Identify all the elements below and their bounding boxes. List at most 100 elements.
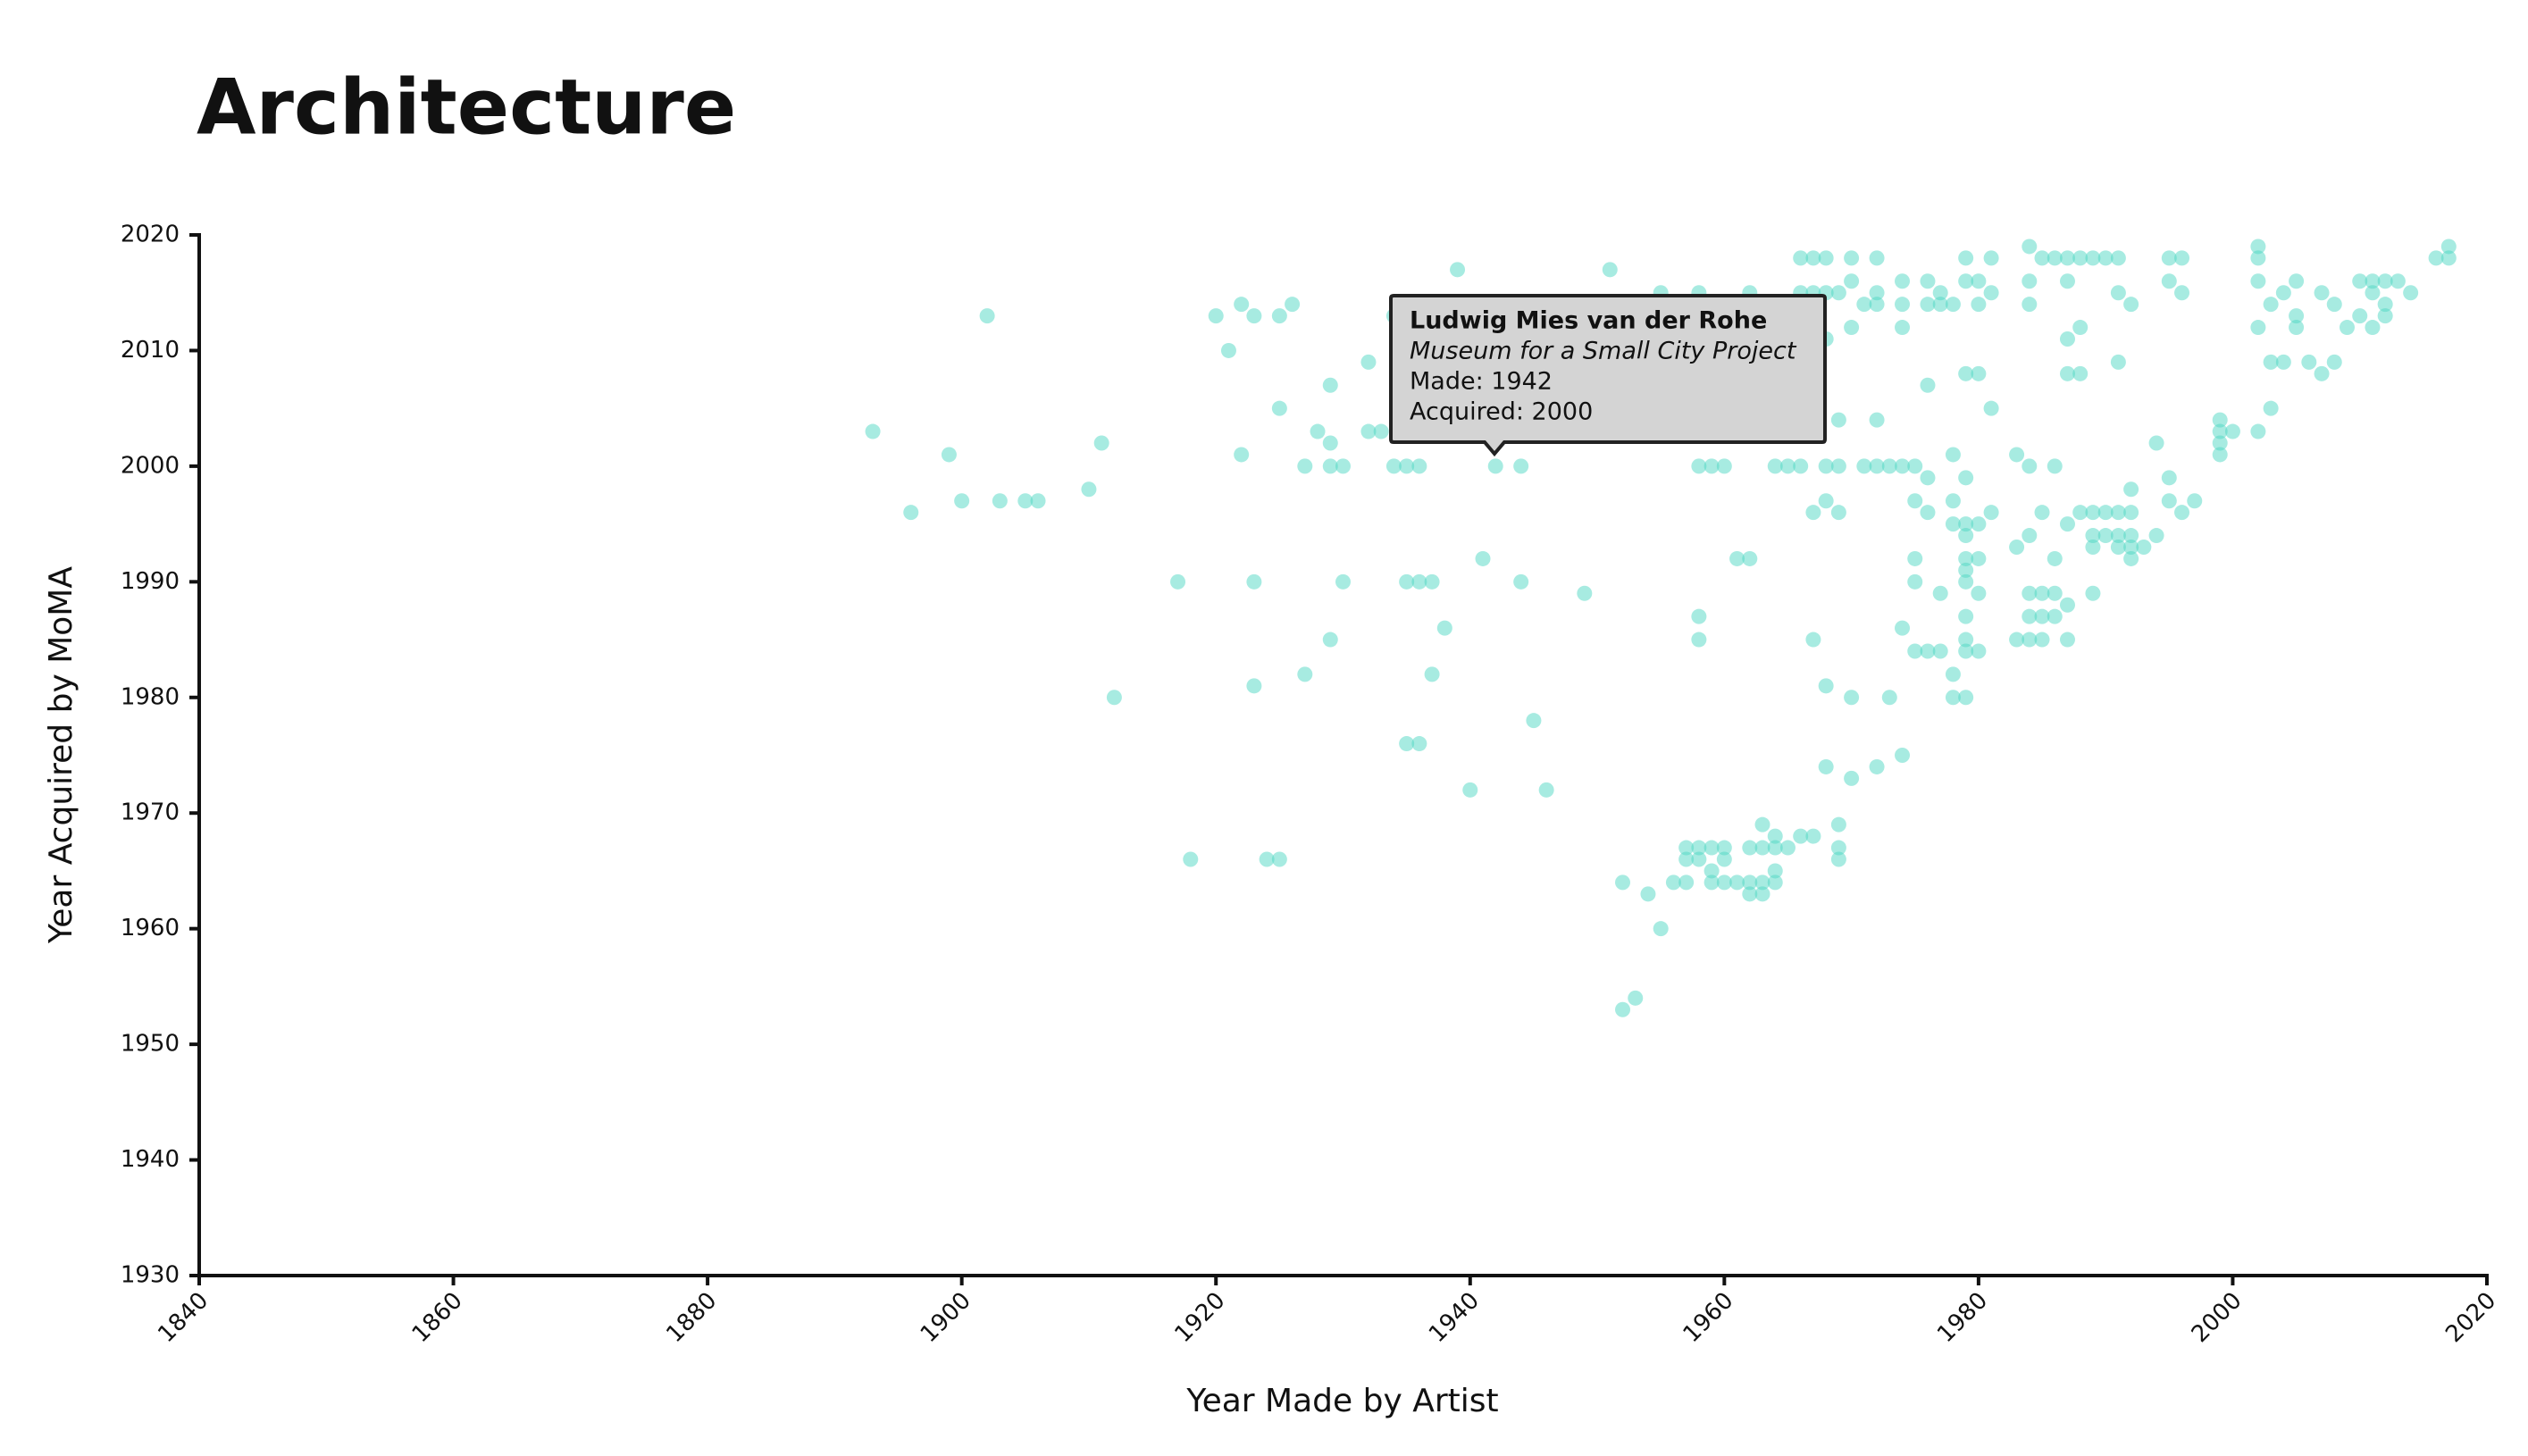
data-point [2072, 365, 2089, 381]
data-point [2212, 412, 2228, 428]
data-point [2161, 493, 2177, 509]
data-point [1920, 377, 1936, 393]
data-point [1805, 632, 1821, 648]
data-point [1945, 516, 1961, 532]
data-point [1830, 851, 1846, 867]
data-point [1360, 354, 1377, 370]
data-point [903, 505, 919, 521]
x-tick-label: 1840 [153, 1287, 213, 1348]
x-tick-label: 2020 [2440, 1287, 2501, 1348]
data-point [1869, 758, 1885, 774]
data-point [1271, 308, 1287, 324]
data-point [2110, 285, 2126, 301]
data-point [2059, 250, 2075, 266]
data-point [1665, 874, 1681, 891]
x-tick-label: 1880 [661, 1287, 722, 1348]
data-point [1869, 412, 1885, 428]
data-point [2047, 608, 2063, 624]
data-point [1399, 458, 1415, 474]
data-point [1729, 550, 1745, 566]
data-point [1983, 250, 1999, 266]
data-point [865, 423, 881, 439]
data-point [2022, 528, 2038, 544]
y-tick-label: 1960 [121, 915, 180, 941]
data-point [2047, 550, 2063, 566]
data-point [1818, 678, 1834, 694]
data-point [1869, 297, 1885, 313]
data-point [2365, 273, 2381, 289]
data-point [2250, 250, 2266, 266]
data-point [2009, 632, 2025, 648]
data-point [1971, 550, 1987, 566]
data-point [2377, 308, 2393, 324]
data-point [1703, 874, 1720, 891]
data-point [2034, 505, 2050, 521]
data-point [1754, 886, 1770, 902]
data-point [1691, 608, 1707, 624]
data-point [2034, 250, 2050, 266]
data-point [2059, 516, 2075, 532]
data-point [1958, 528, 1974, 544]
data-point [1399, 736, 1415, 752]
data-point [2174, 250, 2190, 266]
data-point [2110, 540, 2126, 555]
data-point [2097, 250, 2114, 266]
data-point [2110, 528, 2126, 544]
data-point [1411, 736, 1427, 752]
data-point [1971, 585, 1987, 601]
data-point [2022, 632, 2038, 648]
data-point [2034, 632, 2050, 648]
data-point [1844, 273, 1860, 289]
data-point [1895, 748, 1911, 763]
data-point [2365, 320, 2381, 336]
data-point [1246, 308, 1262, 324]
data-point [2123, 505, 2139, 521]
data-point [1450, 262, 1466, 278]
data-point [1678, 840, 1695, 856]
data-point [2059, 597, 2075, 613]
data-point [2314, 285, 2330, 301]
data-point [1869, 285, 1885, 301]
chart-title: Architecture [197, 63, 736, 152]
x-axis-label: Year Made by Artist [1185, 1383, 1498, 1419]
data-point [2059, 365, 2075, 381]
data-point [1767, 874, 1783, 891]
data-point [2097, 505, 2114, 521]
y-tick-label: 2020 [121, 222, 180, 248]
data-point [1246, 678, 1262, 694]
data-point [1932, 285, 1948, 301]
data-point [2085, 505, 2101, 521]
data-point [1958, 250, 1974, 266]
data-point [1234, 447, 1250, 463]
data-point [1271, 400, 1287, 416]
data-point [1411, 573, 1427, 590]
data-point [1373, 423, 1389, 439]
data-point [1691, 458, 1707, 474]
x-tick-label: 2000 [2187, 1287, 2248, 1348]
data-point [2047, 250, 2063, 266]
data-point [2123, 550, 2139, 566]
data-point [1945, 690, 1961, 706]
data-point [1513, 573, 1529, 590]
data-point [1678, 851, 1695, 867]
data-point [1844, 250, 1860, 266]
data-point [2263, 297, 2279, 313]
data-point [1335, 573, 1351, 590]
x-tick-label: 1960 [1678, 1287, 1739, 1348]
data-point [2212, 435, 2228, 451]
data-point [1818, 493, 1834, 509]
data-point [1081, 481, 1097, 498]
data-point [1462, 782, 1478, 798]
data-point [1830, 285, 1846, 301]
data-point [1830, 816, 1846, 833]
data-point [1805, 828, 1821, 844]
data-point [1424, 573, 1440, 590]
data-point [2009, 447, 2025, 463]
data-point [2097, 528, 2114, 544]
data-point [1322, 377, 1338, 393]
data-point [2326, 297, 2342, 313]
data-point [1818, 250, 1834, 266]
data-point [2326, 354, 2342, 370]
data-point [941, 447, 957, 463]
tooltip-made: Made: 1942 [1410, 368, 1553, 396]
